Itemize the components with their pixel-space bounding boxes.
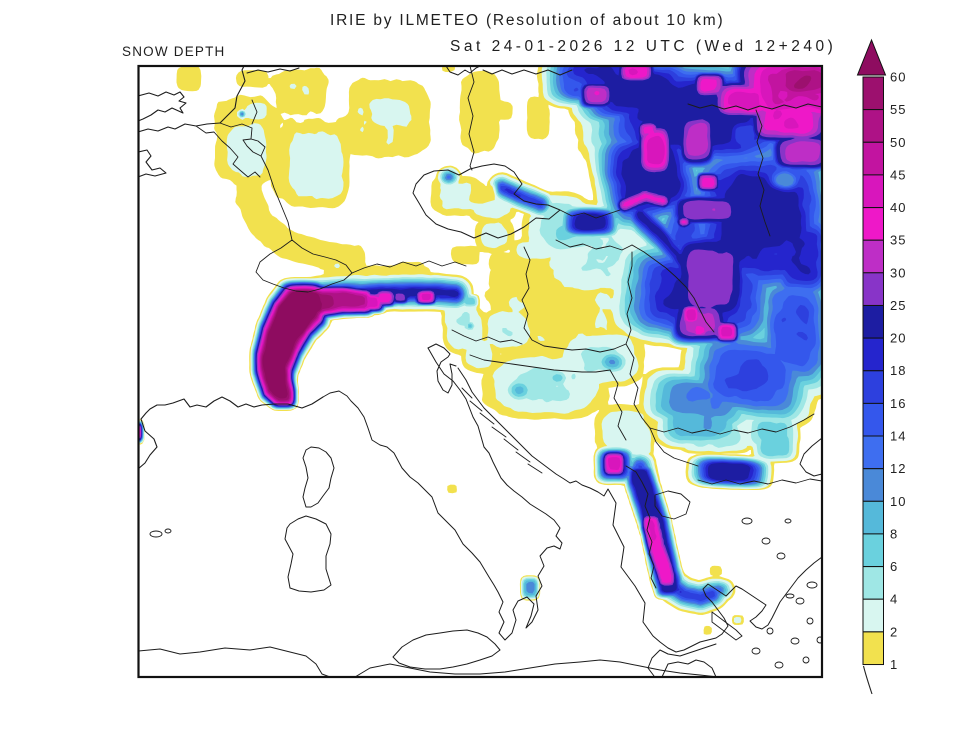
svg-text:55: 55: [890, 102, 906, 117]
svg-text:4: 4: [890, 592, 898, 607]
svg-text:6: 6: [890, 559, 898, 574]
svg-text:40: 40: [890, 200, 906, 215]
svg-text:35: 35: [890, 233, 906, 248]
svg-text:60: 60: [890, 70, 906, 85]
svg-text:30: 30: [890, 265, 906, 280]
svg-text:20: 20: [890, 331, 906, 346]
svg-text:45: 45: [890, 167, 906, 182]
svg-text:14: 14: [890, 429, 906, 444]
svg-text:8: 8: [890, 526, 898, 541]
svg-text:18: 18: [890, 363, 906, 378]
svg-text:16: 16: [890, 396, 906, 411]
svg-text:25: 25: [890, 298, 906, 313]
svg-text:12: 12: [890, 461, 906, 476]
svg-text:1: 1: [890, 657, 898, 672]
svg-text:50: 50: [890, 135, 906, 150]
svg-text:10: 10: [890, 494, 906, 509]
svg-text:2: 2: [890, 624, 898, 639]
